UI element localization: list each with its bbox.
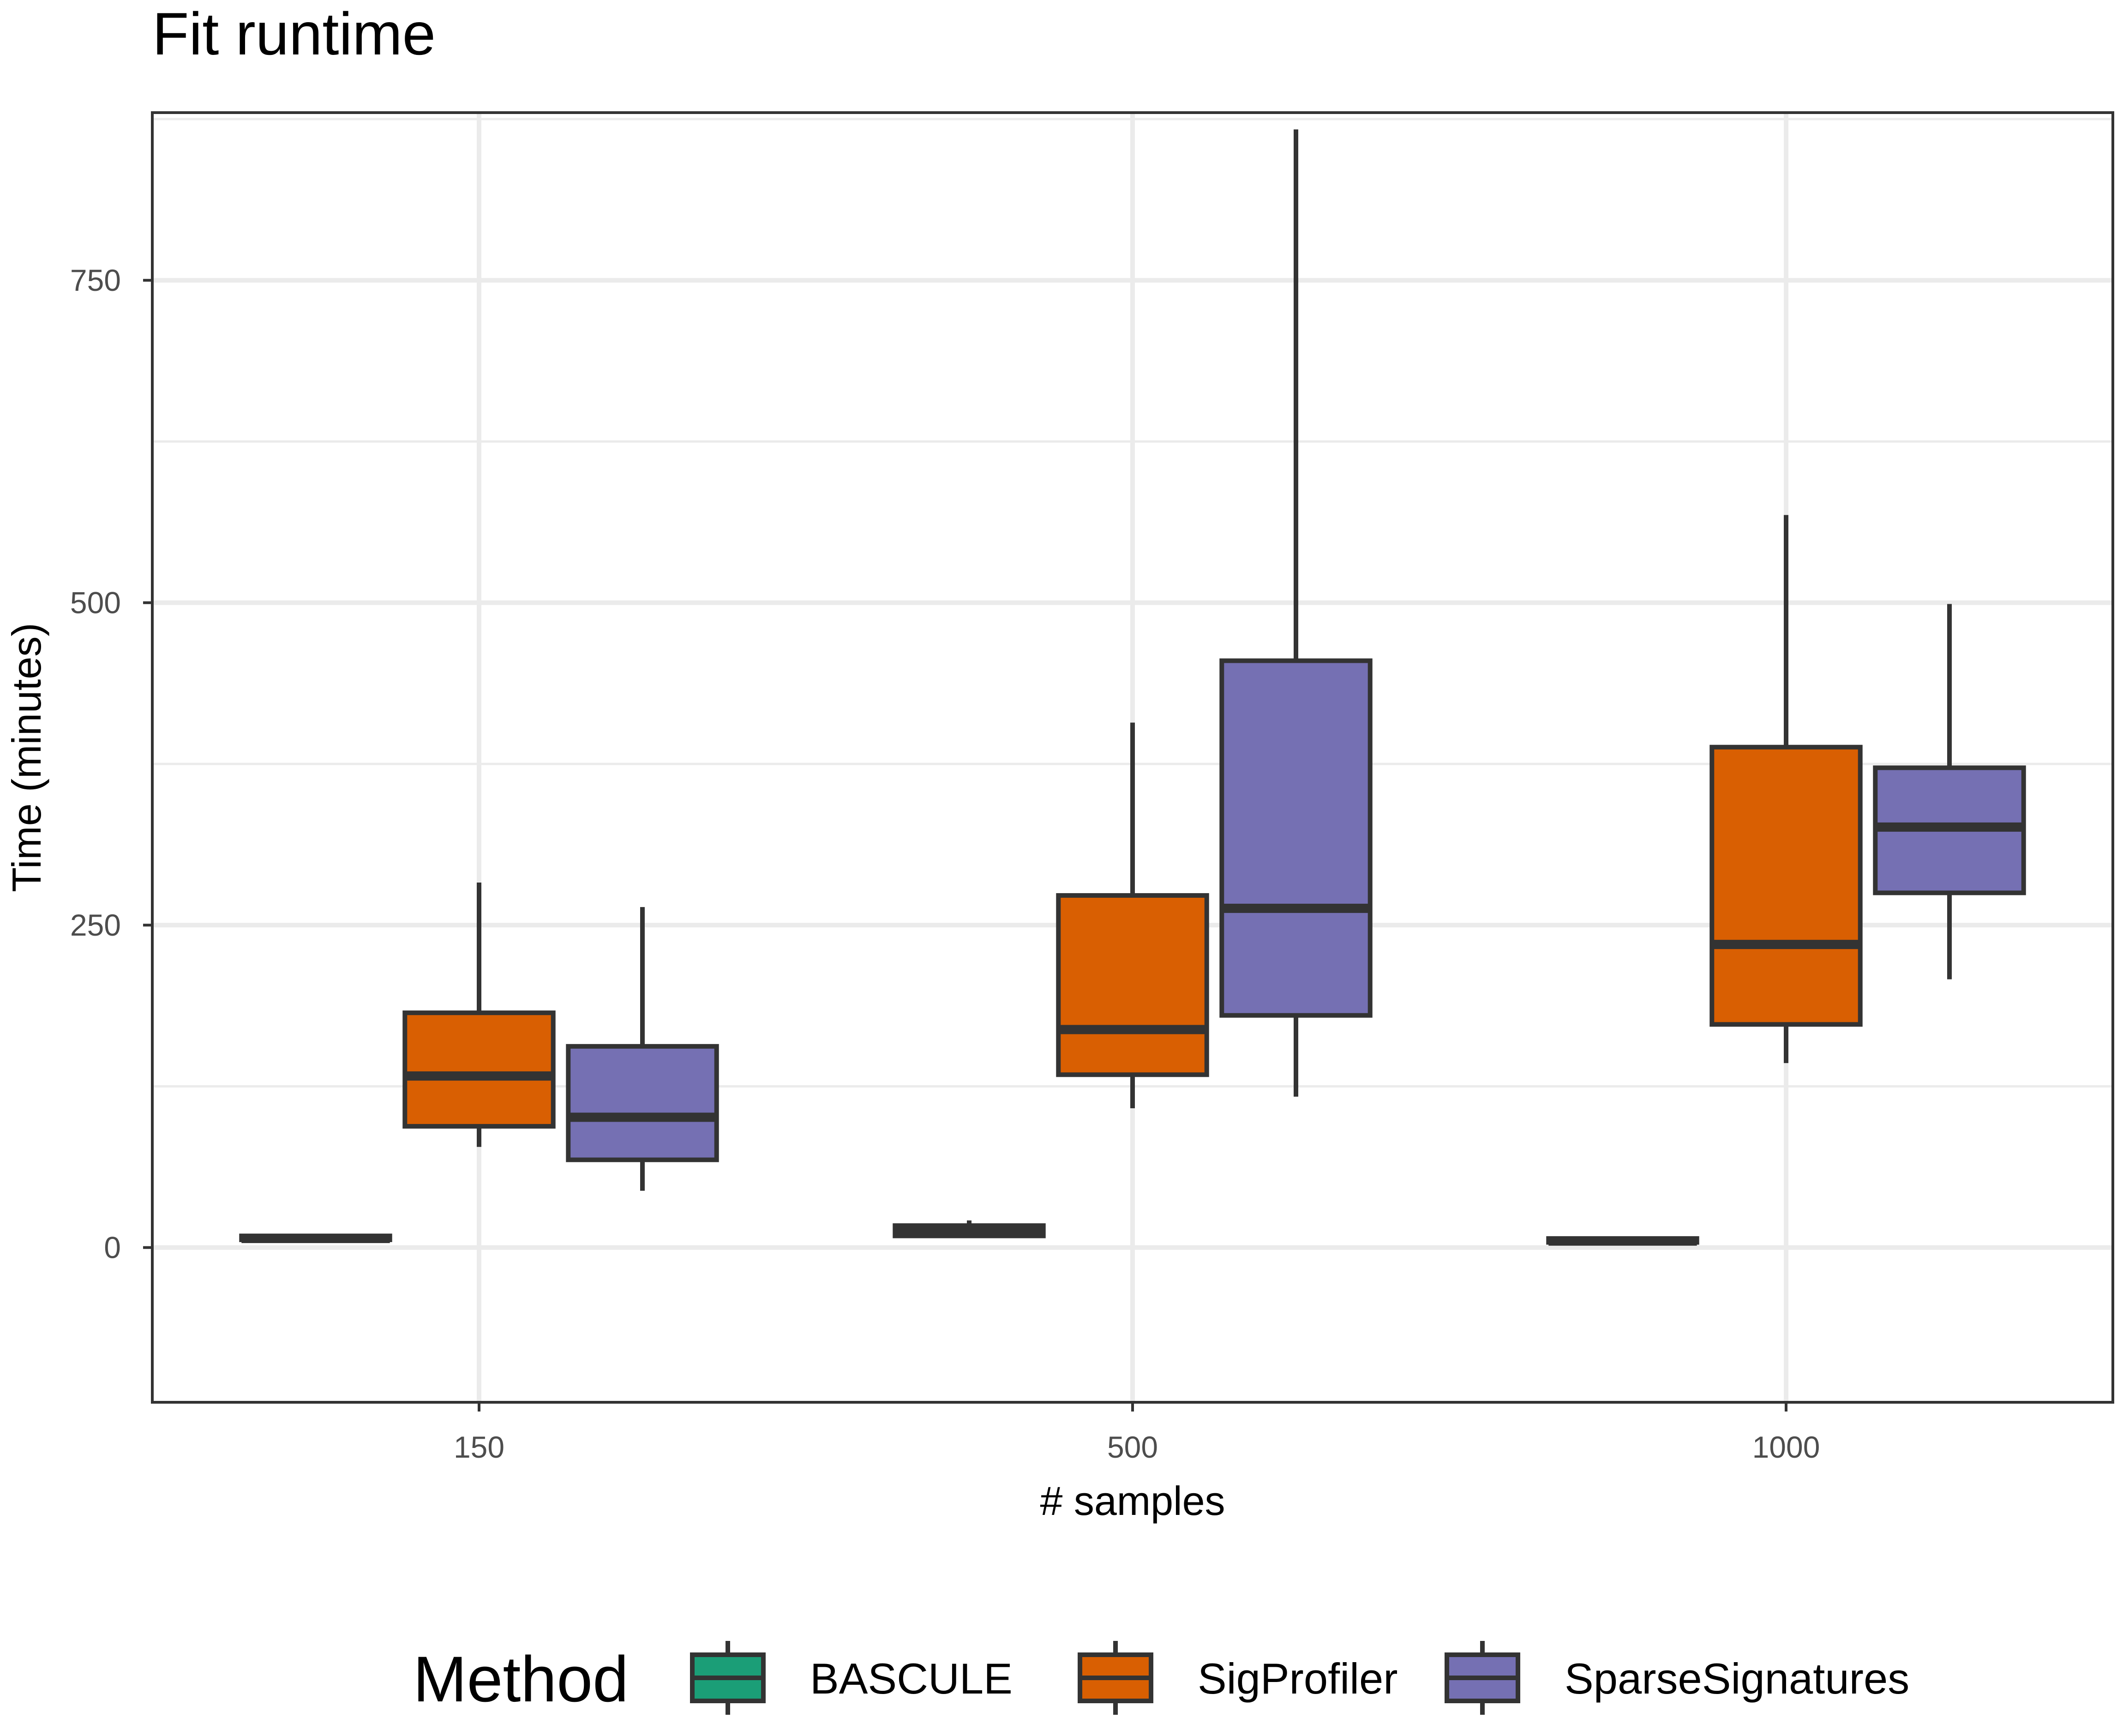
legend-title: Method — [413, 1643, 629, 1715]
axes: 0 250 500 750 150 500 1000 — [70, 263, 1820, 1464]
x-tick-label: 150 — [454, 1430, 504, 1464]
chart-title: Fit runtime — [152, 0, 436, 67]
y-tick-label: 250 — [70, 908, 121, 942]
box-sigprofiler-1000 — [1709, 515, 1863, 1063]
box-bascule-150 — [239, 1233, 392, 1243]
box-sparsesignatures-500 — [1219, 129, 1373, 1097]
box-iqr — [402, 1010, 556, 1129]
box-sigprofiler-150 — [402, 883, 556, 1147]
box-bascule-500 — [893, 1220, 1046, 1238]
box-iqr — [1056, 893, 1209, 1077]
y-axis-title: Time (minutes) — [4, 623, 49, 892]
box-sparsesignatures-1000 — [1873, 604, 2026, 979]
y-tick-label: 0 — [104, 1231, 121, 1265]
box-sigprofiler-500 — [1056, 722, 1209, 1108]
box-sparsesignatures-150 — [566, 907, 719, 1191]
x-tick-label: 500 — [1107, 1430, 1158, 1464]
box-iqr — [1709, 745, 1863, 1027]
box-bascule-1000 — [1546, 1236, 1699, 1246]
legend: Method BASCULE SigProfiler SparseSignature… — [413, 1641, 1909, 1715]
legend-label: SparseSignatures — [1565, 1654, 1909, 1703]
legend-label: BASCULE — [810, 1654, 1013, 1703]
legend-item-sigprofiler: SigProfiler — [1078, 1641, 1398, 1715]
legend-item-bascule: BASCULE — [690, 1641, 1013, 1715]
legend-label: SigProfiler — [1198, 1654, 1398, 1703]
legend-item-sparsesignatures: SparseSignatures — [1445, 1641, 1909, 1715]
x-tick-label: 1000 — [1752, 1430, 1820, 1464]
box-iqr — [1219, 658, 1373, 1018]
x-axis-title: # samples — [1040, 1478, 1225, 1524]
y-tick-label: 500 — [70, 586, 121, 620]
box-iqr — [566, 1044, 719, 1162]
y-tick-label: 750 — [70, 263, 121, 297]
boxes — [239, 129, 2026, 1246]
